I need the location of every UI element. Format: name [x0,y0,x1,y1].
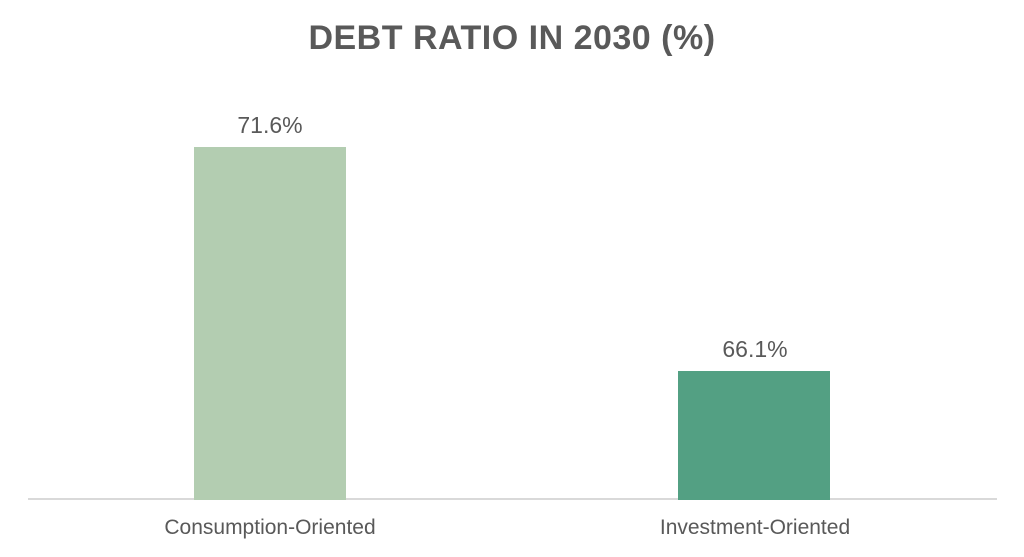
bar-consumption-oriented [194,146,346,500]
plot-area: 71.6% 66.1% [28,49,997,500]
data-label-investment-oriented: 66.1% [722,336,788,363]
category-label-consumption-oriented: Consumption-Oriented [164,516,376,539]
chart-title: DEBT RATIO IN 2030 (%) [308,19,716,57]
data-label-consumption-oriented: 71.6% [237,111,303,138]
x-axis-line [28,498,997,500]
category-label-investment-oriented: Investment-Oriented [659,516,851,539]
bar-investment-oriented [678,371,830,500]
